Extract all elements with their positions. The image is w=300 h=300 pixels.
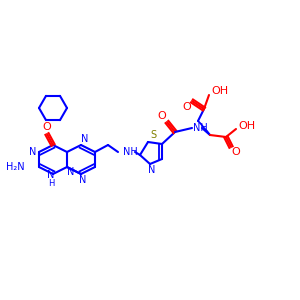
Text: O: O xyxy=(158,111,166,121)
Text: O: O xyxy=(232,147,240,157)
Text: N: N xyxy=(79,175,87,185)
Text: O: O xyxy=(43,122,51,132)
Text: N: N xyxy=(47,170,55,180)
Text: N: N xyxy=(81,134,89,144)
Text: H₂N: H₂N xyxy=(6,162,25,172)
Text: H: H xyxy=(48,178,54,188)
Text: NH: NH xyxy=(123,147,137,157)
Text: N: N xyxy=(29,147,37,157)
Text: N: N xyxy=(148,165,156,175)
Text: S: S xyxy=(150,130,156,140)
Text: OH: OH xyxy=(212,86,229,96)
Text: NH: NH xyxy=(193,123,207,133)
Text: OH: OH xyxy=(238,121,256,131)
Text: N: N xyxy=(67,167,75,177)
Text: O: O xyxy=(183,102,191,112)
